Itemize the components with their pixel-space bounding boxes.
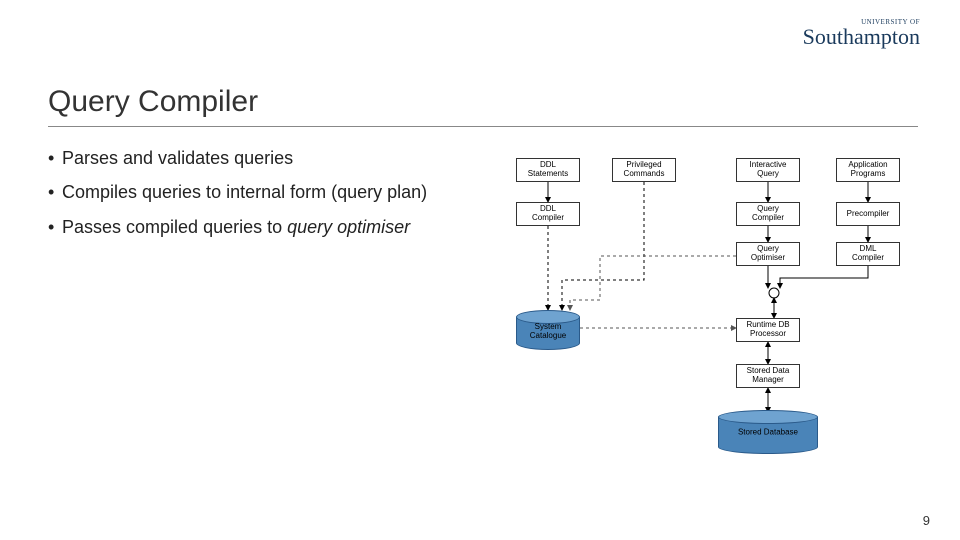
logo-main-text: Southampton xyxy=(803,24,920,49)
diagram-cylinder-stored_db: Stored Database xyxy=(718,410,818,454)
diagram-cylinder-sys_cat: System Catalogue xyxy=(516,310,580,350)
university-logo: UNIVERSITY OF Southampton xyxy=(803,18,920,50)
architecture-diagram: DDL Statements Privileged Commands Interac… xyxy=(500,150,930,510)
diagram-box-priv_cmds: Privileged Commands xyxy=(612,158,676,182)
diagram-box-precomp: Precompiler xyxy=(836,202,900,226)
page-number: 9 xyxy=(923,513,930,528)
diagram-box-interactive: Interactive Query xyxy=(736,158,800,182)
diagram-box-runtime_db: Runtime DB Processor xyxy=(736,318,800,342)
diagram-box-query_comp: Query Compiler xyxy=(736,202,800,226)
slide-title: Query Compiler xyxy=(48,85,258,119)
diagram-box-ddl_stmts: DDL Statements xyxy=(516,158,580,182)
diagram-box-dml_comp: DML Compiler xyxy=(836,242,900,266)
bullet-item: Passes compiled queries to query optimis… xyxy=(48,215,478,239)
diagram-box-app_prog: Application Programs xyxy=(836,158,900,182)
bullet-list: Parses and validates queries Compiles qu… xyxy=(48,146,478,249)
bullet-item: Parses and validates queries xyxy=(48,146,478,170)
title-underline xyxy=(48,126,918,127)
diagram-box-stored_mgr: Stored Data Manager xyxy=(736,364,800,388)
bullet-item: Compiles queries to internal form (query… xyxy=(48,180,478,204)
diagram-box-ddl_comp: DDL Compiler xyxy=(516,202,580,226)
diagram-box-query_opt: Query Optimiser xyxy=(736,242,800,266)
